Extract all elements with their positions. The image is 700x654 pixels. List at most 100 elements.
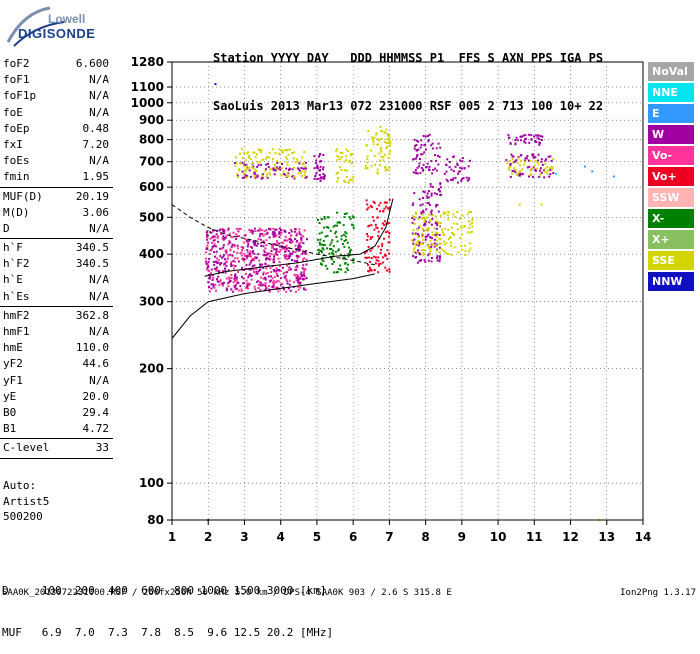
echo-point [547,169,550,172]
echo-point [418,241,421,244]
echo-point [282,286,285,289]
echo-point [452,155,455,158]
echo-point [254,288,257,291]
echo-point [233,277,236,280]
echo-point [304,267,307,270]
echo-point [369,249,372,252]
echo-point [245,174,248,177]
echo-point [283,239,286,242]
echo-point [412,242,415,245]
scaled-parameters-panel: foF2 6.600 foF1 N/A foF1p N/A foE N/A foEp 0.48 fx… [0,56,113,460]
echo-point [259,281,262,284]
echo-point [303,229,306,232]
echo-point [452,232,455,235]
echo-point [237,227,240,230]
echo-point [317,218,319,221]
echo-point [461,233,463,236]
echo-point [439,183,442,186]
echo-point [351,215,354,218]
echo-point [274,248,277,251]
echo-point [304,250,307,252]
echo-point [460,225,463,227]
echo-point [376,143,379,146]
echo-point [275,243,278,246]
echo-point [295,274,298,277]
echo-point [438,155,441,158]
echo-point [273,269,276,272]
echo-point [306,238,308,241]
echo-point [322,260,325,263]
echo-point [205,262,208,265]
echo-point [272,258,275,261]
echo-point [335,172,338,175]
echo-point [292,250,295,253]
echo-point [289,148,292,151]
echo-point [383,131,386,134]
echo-point [238,169,240,172]
echo-point [254,175,257,177]
echo-point [440,248,443,251]
echo-point [321,251,323,254]
echo-point [302,258,305,261]
echo-point [230,235,233,238]
echo-point [456,162,459,165]
echo-point [238,167,241,170]
echo-point [275,166,278,169]
echo-point [318,232,321,235]
echo-point [297,288,300,291]
echo-point [240,254,243,257]
echo-point [205,231,208,234]
echo-point [433,238,436,241]
echo-point [264,253,267,256]
echo-point [549,173,552,176]
echo-point [322,248,325,251]
echo-point [273,235,276,238]
echo-point [224,269,227,272]
echo-point [527,133,530,136]
echo-point [304,161,307,164]
echo-point [438,251,441,254]
echo-point [444,211,447,214]
echo-point [223,229,226,232]
echo-point [277,280,280,283]
echo-point [268,156,270,159]
echo-point [255,267,258,270]
echo-point [458,217,461,220]
echo-point [250,246,253,248]
echo-point [223,232,226,235]
echo-point [268,285,270,287]
echo-point [415,149,418,152]
echo-point [272,236,275,238]
echo-point [271,245,274,248]
echo-point [235,237,238,240]
echo-point [276,287,279,290]
echo-point [376,216,379,219]
echo-point [529,169,532,172]
echo-point [234,273,237,276]
echo-point [427,228,430,231]
echo-point [227,281,230,284]
echo-point [227,285,230,288]
param-value: 0.48 [82,121,110,135]
echo-point [435,243,438,246]
echo-point [205,251,208,254]
echo-point [219,255,222,258]
echo-point [286,239,289,242]
echo-point [258,235,261,238]
echo-point [547,155,550,158]
echo-point [532,156,535,159]
x-tick-label: 13 [598,530,615,544]
y-tick-label: 600 [139,180,164,194]
echo-point [337,248,340,251]
echo-point [283,247,286,250]
echo-point [422,163,425,166]
echo-point [206,238,209,241]
echo-point [380,150,383,153]
echo-point [379,210,382,213]
echo-point [273,275,276,278]
echo-point [524,160,527,163]
echo-point [259,263,261,266]
echo-point [252,165,255,168]
echo-point [289,228,292,231]
echo-point [430,211,433,214]
